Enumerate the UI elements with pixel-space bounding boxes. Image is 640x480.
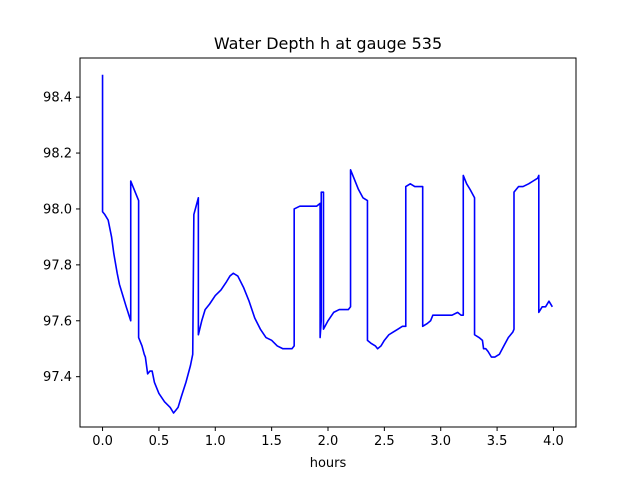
chart-title: Water Depth h at gauge 535: [214, 34, 442, 53]
y-axis: 97.4 97.6 97.8 98.0 98.2 98.4: [43, 91, 80, 385]
y-tick-label: 97.8: [43, 258, 72, 273]
y-tick-label: 97.6: [43, 314, 72, 329]
x-tick-label: 0.5: [149, 434, 170, 449]
series-line-0: [101, 74, 554, 414]
x-tick-label: 4.0: [543, 434, 564, 449]
x-tick-label: 3.5: [487, 434, 508, 449]
x-axis: 0.0 0.5 1.0 1.5 2.0 2.5 3.0 3.5 4.0: [92, 427, 564, 449]
x-tick-label: 0.0: [92, 434, 113, 449]
x-tick-label: 1.5: [261, 434, 282, 449]
y-tick-label: 98.0: [43, 202, 72, 217]
x-tick-label: 1.0: [205, 434, 226, 449]
y-tick-label: 97.4: [43, 370, 72, 385]
x-tick-label: 2.5: [374, 434, 395, 449]
x-tick-label: 2.0: [318, 434, 339, 449]
x-axis-label: hours: [310, 456, 347, 471]
series-layer: [101, 74, 554, 414]
y-tick-label: 98.4: [43, 91, 72, 106]
x-tick-label: 3.0: [430, 434, 451, 449]
y-tick-label: 98.2: [43, 147, 72, 162]
